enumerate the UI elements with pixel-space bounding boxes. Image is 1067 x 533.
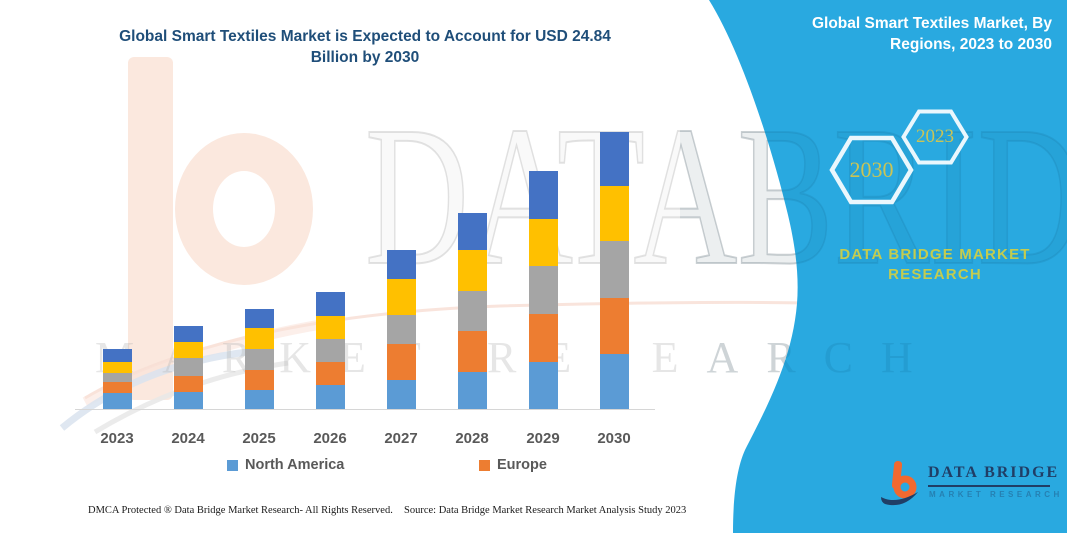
stacked-bar-2028 [457,213,487,409]
bar-segment [102,362,132,373]
bar-segment [386,315,416,344]
legend-item-north-america: North America [227,457,344,473]
bar-segment [457,331,487,372]
bar-segment [599,354,629,409]
chart-title-line2: Billion by 2030 [310,49,420,66]
data-bridge-logo: DATA BRIDGE MARKET RESEARCH [880,457,1060,519]
side-panel-heading: Global Smart Textiles Market, By Regions… [752,13,1052,55]
footer-dmca-text: DMCA Protected ® Data Bridge Market Rese… [88,505,393,516]
bar-segment [528,362,558,409]
bar-segment [386,250,416,279]
x-axis-label-2026: 2026 [313,430,347,447]
stacked-bar-2024 [173,326,203,409]
chart-legend: North America Europe [0,457,680,475]
bar-segment [599,132,629,186]
bar-segment [173,392,203,409]
bar-chart-plot-area [85,0,665,409]
panel-brand-line2: RESEARCH [888,266,982,283]
hexagon-2030: 2030 [829,135,914,205]
bar-segment [528,171,558,219]
bar-segment [244,328,274,349]
bar-segment [528,219,558,266]
bar-segment [386,279,416,315]
x-axis-label-2030: 2030 [597,430,631,447]
hexagon-2023-label: 2023 [916,126,954,147]
bar-segment [457,291,487,331]
panel-brand-line1: DATA BRIDGE MARKET [839,246,1031,263]
bar-segment [528,266,558,314]
bar-segment [102,373,132,382]
x-axis-label-2029: 2029 [526,430,560,447]
stacked-bar-2029 [528,171,558,409]
logo-name-text: DATA BRIDGE [928,464,1060,481]
bar-segment [315,362,345,385]
bar-segment [315,316,345,339]
hexagon-2023: 2023 [901,109,969,165]
stacked-bar-2030 [599,132,629,409]
bar-segment [457,213,487,250]
stacked-bar-2025 [244,309,274,409]
bar-segment [173,342,203,358]
stacked-bar-2023 [102,349,132,409]
bar-segment [244,349,274,370]
bar-segment [102,382,132,393]
logo-divider-line [928,485,1050,487]
bar-segment [173,326,203,342]
bar-segment [386,380,416,409]
x-axis-label-2027: 2027 [384,430,418,447]
x-axis-label-2025: 2025 [242,430,276,447]
x-axis-labels: 2023 2024 2025 2026 2027 2028 2029 2030 [85,430,665,450]
panel-brand-text: DATA BRIDGE MARKET RESEARCH [815,245,1055,285]
side-panel-background-shape [709,0,1067,533]
chart-title: Global Smart Textiles Market is Expected… [85,26,645,68]
bar-segment [457,250,487,291]
legend-marker-north-america [227,459,238,471]
legend-label-north-america: North America [245,457,345,473]
stacked-bar-2026 [315,292,345,409]
bar-segment [599,186,629,241]
side-panel-heading-line2: Regions, 2023 to 2030 [890,36,1052,53]
x-axis-label-2023: 2023 [100,430,134,447]
hexagon-2023-outline [901,109,969,165]
bar-segment [173,358,203,376]
bar-segment [244,390,274,409]
legend-label-europe: Europe [497,457,547,473]
side-panel-heading-line1: Global Smart Textiles Market, By [811,15,1052,32]
legend-marker-europe [479,459,490,471]
bar-segment [315,385,345,409]
bar-segment [315,292,345,316]
hexagon-2030-outline [829,135,914,205]
bar-segment [599,298,629,354]
bar-segment [315,339,345,362]
bar-segment [244,309,274,328]
bar-segment [244,370,274,390]
bar-segment [102,349,132,362]
panel-watermark-text-row2: MARKET RESEARCH [680,333,941,382]
bar-segment [528,314,558,362]
data-bridge-logo-b-icon [881,461,918,506]
x-axis-label-2028: 2028 [455,430,489,447]
bar-segment [599,241,629,298]
stacked-bar-2027 [386,250,416,409]
hexagon-2030-label: 2030 [849,157,894,182]
chart-title-line1: Global Smart Textiles Market is Expected… [119,28,611,45]
footer-source-text: Source: Data Bridge Market Research Mark… [404,505,687,516]
logo-sub-text: MARKET RESEARCH [929,490,1063,499]
x-axis-line [75,409,655,410]
x-axis-label-2024: 2024 [171,430,205,447]
bar-segment [102,393,132,409]
bar-segment [386,344,416,380]
bar-segment [457,372,487,409]
bar-segment [173,376,203,392]
legend-item-europe: Europe [479,457,547,473]
